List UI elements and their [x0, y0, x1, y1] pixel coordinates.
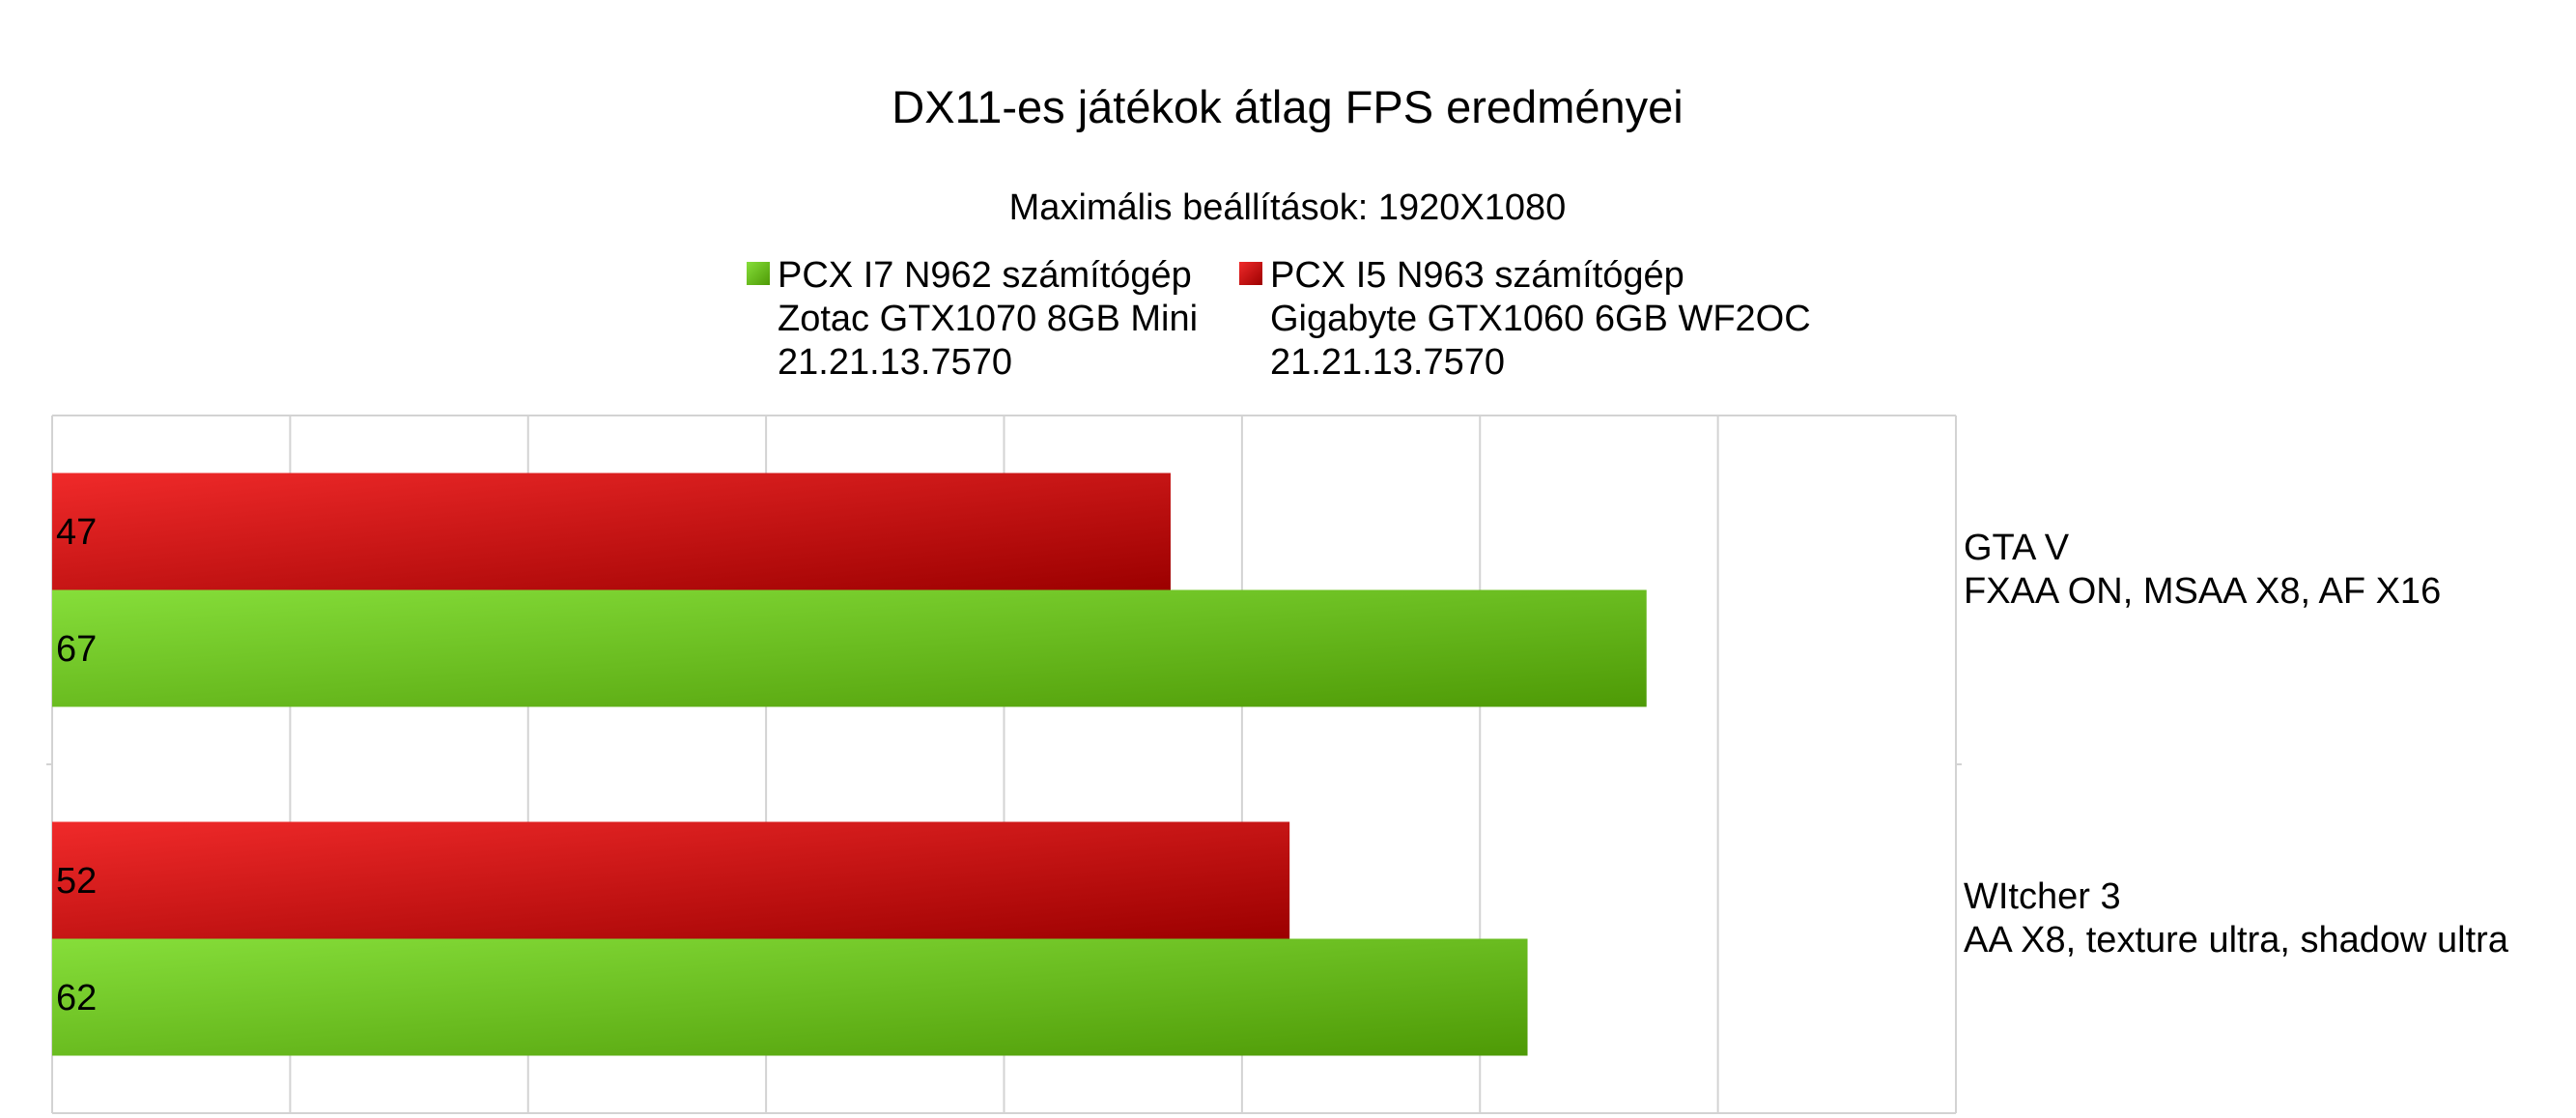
- bar-series-1-cat-1: [52, 821, 1290, 939]
- legend-entry-0: Zotac GTX1070 8GB Mini: [778, 299, 1198, 339]
- value-label: 62: [56, 978, 97, 1018]
- bar-series-0-cat-1: [52, 938, 1528, 1056]
- legend-entry-0: 21.21.13.7570: [778, 342, 1012, 383]
- bar-series-1-cat-0: [52, 473, 1171, 590]
- legend-swatch-1: [1239, 262, 1262, 285]
- legend-entry-1: 21.21.13.7570: [1270, 342, 1505, 383]
- bar-series-0-cat-0: [52, 589, 1647, 707]
- value-labels: 47 67 52 62: [56, 512, 97, 1018]
- value-label: 47: [56, 512, 97, 553]
- category-label: AA X8, texture ultra, shadow ultra: [1964, 920, 2509, 960]
- chart-subtitle: Maximális beállítások: 1920X1080: [1009, 187, 1567, 228]
- category-label: GTA V: [1964, 528, 2070, 568]
- bars: [52, 473, 1647, 1056]
- legend-entry-0: PCX I7 N962 számítógép: [778, 255, 1192, 296]
- legend-entry-1: PCX I5 N963 számítógép: [1270, 255, 1684, 296]
- category-label: FXAA ON, MSAA X8, AF X16: [1964, 571, 2441, 612]
- legend-swatch-0: [747, 262, 770, 285]
- value-label: 52: [56, 861, 97, 902]
- legend-entry-1: Gigabyte GTX1060 6GB WF2OC: [1270, 299, 1811, 339]
- value-label: 67: [56, 629, 97, 670]
- category-label: WItcher 3: [1964, 876, 2121, 917]
- chart-title: DX11-es játékok átlag FPS eredményei: [892, 81, 1683, 132]
